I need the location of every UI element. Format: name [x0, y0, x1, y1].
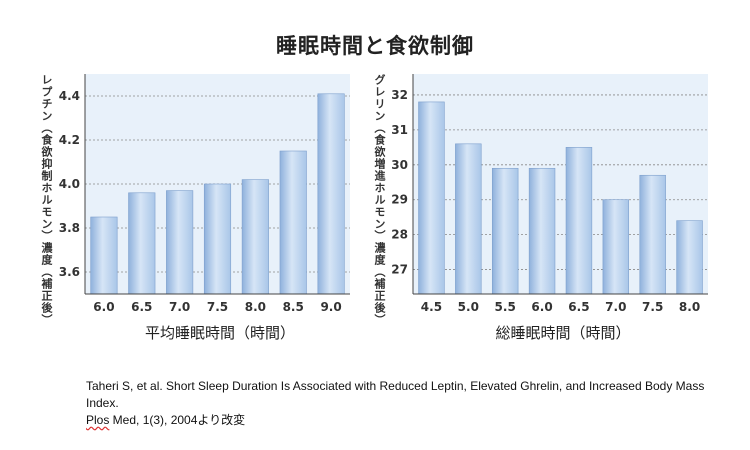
citation: Taheri S, et al. Short Sleep Duration Is…: [86, 378, 726, 429]
ghrelin-x-tick-label: 5.0: [458, 300, 479, 314]
page-title: 睡眠時間と食欲制御: [276, 34, 474, 58]
ghrelin-bar: [455, 143, 482, 295]
leptin-bar: [128, 192, 156, 295]
leptin-bar: [279, 150, 307, 295]
leptin-y-tick-label: 3.6: [59, 265, 80, 279]
ghrelin-bar: [491, 167, 519, 295]
ghrelin-chart-plot: 27 28 29 30 31 32 4.5 5.0 5.5 6.0 6.5 7.0 7.5 8.0: [391, 74, 708, 314]
leptin-x-tick-label: 8.5: [283, 300, 304, 314]
ghrelin-bar: [639, 174, 666, 295]
leptin-chart-plot: 3.6 3.8 4.0 4.2 4.4 6.0 6.5 7.0 7.5 8.0 8.5 9.0: [59, 74, 350, 314]
ghrelin-bar: [418, 101, 445, 295]
ghrelin-x-tick-label: 8.0: [679, 300, 700, 314]
ghrelin-y-tick-label: 31: [391, 123, 408, 137]
ghrelin-y-tick-label: 27: [391, 263, 408, 277]
ghrelin-x-axis-label: 総睡眠時間（時間）: [495, 324, 631, 342]
leptin-y-tick-label: 3.8: [59, 221, 80, 235]
ghrelin-chart: グレリン（食欲増進ホルモン）濃度（補正後） 27 28 29 30 31 32 4.5 5.0…: [368, 68, 713, 348]
ghrelin-x-tick-label: 4.5: [421, 300, 442, 314]
ghrelin-bar: [602, 199, 630, 295]
ghrelin-y-tick-label: 28: [391, 228, 408, 242]
ghrelin-bar: [528, 167, 556, 295]
ghrelin-y-tick-label: 32: [391, 88, 408, 102]
ghrelin-x-tick-label: 6.5: [568, 300, 589, 314]
citation-line-2-rest: Med, 1(3), 2004より改変: [109, 413, 246, 427]
leptin-x-axis-label: 平均睡眠時間（時間）: [144, 324, 295, 342]
leptin-bar: [203, 183, 232, 295]
leptin-x-tick-label: 9.0: [320, 300, 341, 314]
leptin-x-tick-label: 8.0: [245, 300, 266, 314]
leptin-bar: [90, 216, 118, 295]
leptin-bar: [166, 190, 194, 295]
ghrelin-bar: [676, 220, 703, 295]
leptin-bar: [241, 179, 269, 295]
citation-journal-word: Plos: [86, 413, 110, 427]
leptin-x-tick-label: 7.0: [169, 300, 190, 314]
leptin-x-tick-label: 6.5: [131, 300, 152, 314]
ghrelin-bar: [565, 147, 593, 295]
ghrelin-x-tick-label: 5.5: [495, 300, 516, 314]
leptin-x-tick-label: 7.5: [207, 300, 228, 314]
ghrelin-y-tick-label: 30: [391, 158, 408, 172]
leptin-y-tick-label: 4.0: [59, 177, 80, 191]
ghrelin-x-tick-label: 7.5: [642, 300, 663, 314]
ghrelin-y-axis-label: グレリン（食欲増進ホルモン）濃度（補正後）: [373, 74, 386, 326]
leptin-x-tick-label: 6.0: [93, 300, 114, 314]
leptin-bar: [317, 93, 345, 295]
citation-line-1: Taheri S, et al. Short Sleep Duration Is…: [86, 379, 705, 410]
leptin-chart: レプチン（食欲抑制ホルモン）濃度（補正後） 3.6 3.8 4.0 4.2 4.4 6.0…: [35, 68, 355, 348]
leptin-y-tick-label: 4.4: [59, 89, 80, 103]
leptin-y-tick-label: 4.2: [59, 133, 80, 147]
ghrelin-y-tick-label: 29: [391, 193, 408, 207]
ghrelin-x-tick-label: 7.0: [605, 300, 626, 314]
leptin-y-axis-label: レプチン（食欲抑制ホルモン）濃度（補正後）: [40, 74, 53, 326]
citation-line-2: Plos Med, 1(3), 2004より改変: [86, 412, 726, 429]
ghrelin-x-tick-label: 6.0: [531, 300, 552, 314]
